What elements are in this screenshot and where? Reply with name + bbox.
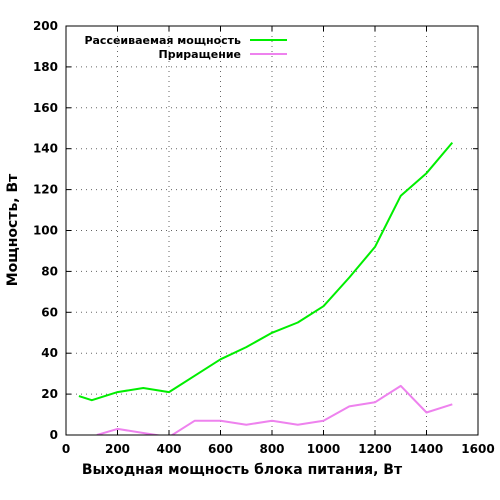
x-tick-label: 600 [208, 442, 233, 456]
x-tick-label: 800 [259, 442, 284, 456]
y-tick-label: 0 [50, 428, 58, 442]
y-tick-label: 80 [41, 264, 58, 278]
y-tick-label: 180 [33, 60, 58, 74]
series-line-2 [96, 384, 453, 435]
x-tick-label: 0 [62, 442, 70, 456]
y-tick-label: 20 [41, 387, 58, 401]
x-tick-label: 1200 [358, 442, 391, 456]
x-tick-label: 1000 [307, 442, 340, 456]
legend-label: Рассеиваемая мощность [84, 34, 241, 47]
series-line-1 [78, 141, 454, 402]
legend-label: Приращение [159, 48, 241, 61]
x-tick-label: 400 [156, 442, 181, 456]
x-tick-label: 1400 [410, 442, 443, 456]
y-tick-label: 140 [33, 142, 58, 156]
y-tick-label: 40 [41, 346, 58, 360]
grid [66, 26, 478, 435]
y-tick-label: 200 [33, 19, 58, 33]
y-axis-title: Мощность, Вт [5, 173, 21, 286]
x-tick-label: 1600 [461, 442, 494, 456]
y-tick-label: 100 [33, 224, 58, 238]
y-tick-label: 60 [41, 305, 58, 319]
x-tick-label: 200 [105, 442, 130, 456]
x-axis-title: Выходная мощность блока питания, Вт [82, 462, 403, 478]
y-tick-label: 160 [33, 101, 58, 115]
series-layer [78, 141, 454, 435]
y-tick-label: 120 [33, 183, 58, 197]
axes: 0 200 400 600 800 1000 1200 1400 1600 0 20 40 60 80 10… [33, 19, 495, 456]
